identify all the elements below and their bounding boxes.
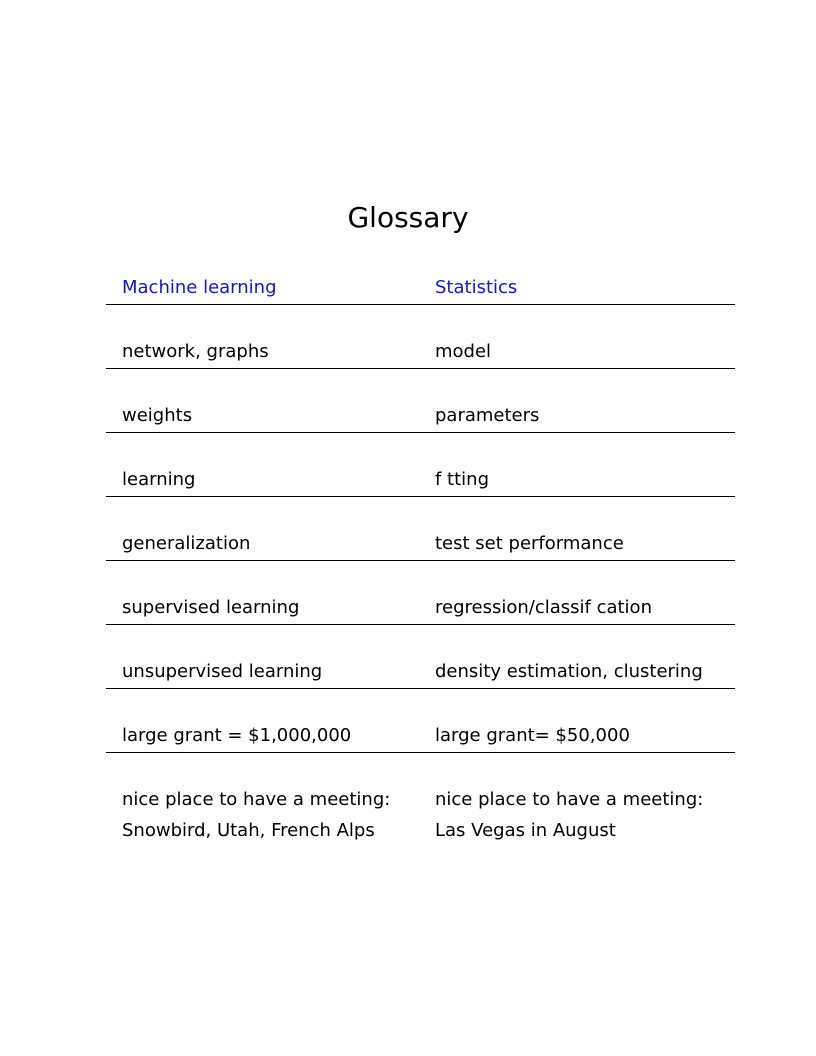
header-statistics: Statistics xyxy=(435,277,518,298)
stats-term: test set performance xyxy=(435,533,624,554)
ml-meeting-line-2: Snowbird, Utah, French Alps xyxy=(122,820,375,841)
table-row-meeting-place: nice place to have a meeting: Snowbird, … xyxy=(106,753,735,853)
stats-term: regression/classif cation xyxy=(435,597,652,618)
stats-term: large grant= $50,000 xyxy=(435,725,630,746)
stats-meeting-place: nice place to have a meeting: Las Vegas … xyxy=(435,784,703,846)
table-row: generalization test set performance xyxy=(106,497,735,561)
table-row: weights parameters xyxy=(106,369,735,433)
table-row: learning f tting xyxy=(106,433,735,497)
ml-term: large grant = $1,000,000 xyxy=(122,725,352,746)
ml-term: network, graphs xyxy=(122,341,269,362)
ml-term: weights xyxy=(122,405,193,426)
table-row: unsupervised learning density estimation… xyxy=(106,625,735,689)
stats-term: model xyxy=(435,341,492,362)
ml-meeting-place: nice place to have a meeting: Snowbird, … xyxy=(122,784,390,846)
ml-term: supervised learning xyxy=(122,597,300,618)
table-header-row: Machine learning Statistics xyxy=(106,258,735,305)
table-row: large grant = $1,000,000 large grant= $5… xyxy=(106,689,735,753)
header-machine-learning: Machine learning xyxy=(122,277,277,298)
ml-term: generalization xyxy=(122,533,251,554)
ml-meeting-line-1: nice place to have a meeting: xyxy=(122,789,391,810)
table-row: network, graphs model xyxy=(106,305,735,369)
stats-meeting-line-2: Las Vegas in August xyxy=(435,820,616,841)
stats-term: f tting xyxy=(435,469,490,490)
stats-term: parameters xyxy=(435,405,540,426)
page-title: Glossary xyxy=(347,201,469,234)
glossary-table: Machine learning Statistics network, gra… xyxy=(106,258,735,853)
stats-term: density estimation, clustering xyxy=(435,661,703,682)
ml-term: unsupervised learning xyxy=(122,661,323,682)
ml-term: learning xyxy=(122,469,196,490)
table-row: supervised learning regression/classif c… xyxy=(106,561,735,625)
stats-meeting-line-1: nice place to have a meeting: xyxy=(435,789,704,810)
